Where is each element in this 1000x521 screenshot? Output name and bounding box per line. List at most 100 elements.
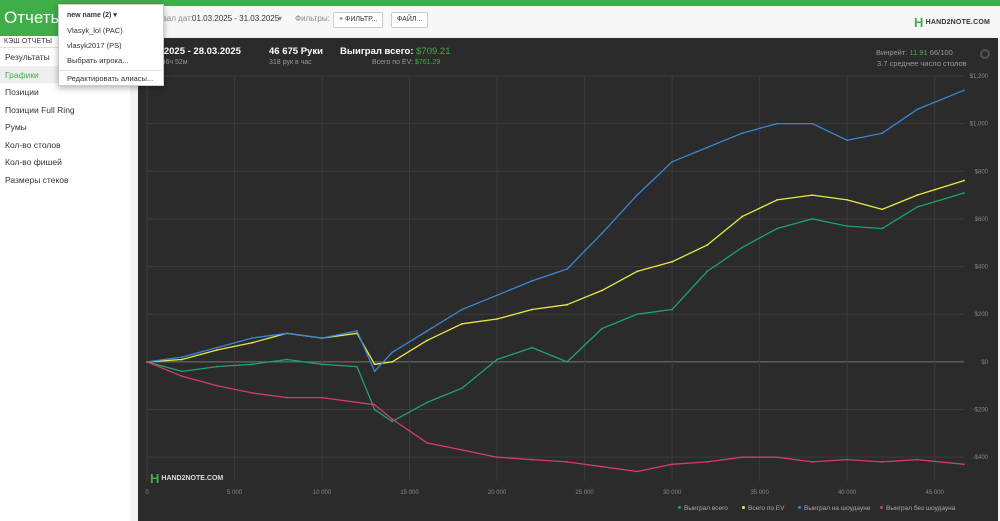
series-point: [811, 122, 814, 125]
series-point: [963, 179, 965, 182]
y-tick-label: $0: [981, 360, 988, 366]
x-tick-label: 0: [145, 490, 149, 496]
series-point: [426, 339, 428, 342]
series-point: [881, 227, 884, 230]
legend-item-won-total[interactable]: Выиграл всего: [678, 505, 728, 512]
series-point: [321, 363, 323, 366]
sidebar-item-stack-sizes[interactable]: Размеры стеков: [5, 174, 69, 185]
y-tick-label: $800: [975, 169, 989, 175]
chevron-down-icon[interactable]: ▾: [278, 14, 283, 23]
series-point: [601, 232, 604, 235]
x-tick-label: 10 000: [313, 490, 332, 496]
legend-dot: [798, 506, 801, 509]
dropdown-item-vlasyk-lol[interactable]: Vlasyk_lol (PAC): [67, 26, 123, 35]
series-point: [741, 456, 744, 459]
dropdown-divider: [59, 70, 163, 71]
series-point: [846, 458, 849, 461]
graph-panel: .03.2025 - 28.03.2025 ен 146ч 52м 46 675…: [138, 38, 998, 521]
series-point: [373, 403, 376, 406]
series-point: [776, 227, 779, 230]
series-point: [881, 461, 884, 463]
series-point: [741, 215, 744, 218]
x-tick-label: 5 000: [227, 490, 243, 496]
series-point: [461, 449, 463, 451]
y-tick-label: $1,000: [970, 122, 989, 128]
winrate-value: 11.91: [909, 48, 928, 57]
chart-watermark: H HAND2NOTE.COM: [150, 471, 224, 486]
series-point: [566, 303, 568, 306]
sidebar-item-positions-full-ring[interactable]: Позиции Full Ring: [5, 104, 75, 115]
file-button[interactable]: ФАЙЛ...: [391, 12, 429, 28]
series-point: [251, 391, 253, 394]
series-point: [776, 456, 779, 459]
series-point: [251, 341, 253, 344]
series-point: [373, 370, 376, 373]
ev-value: $761.29: [414, 59, 441, 66]
series-point: [601, 465, 604, 468]
series-point: [566, 360, 568, 363]
series-point: [321, 337, 323, 339]
dropdown-item-select-player[interactable]: Выбрать игрока...: [67, 56, 129, 65]
add-filter-button[interactable]: + ФИЛЬТР...: [333, 12, 384, 28]
y-tick-label: -$200: [973, 408, 989, 414]
series-point: [496, 456, 498, 459]
legend-dot: [880, 506, 883, 509]
legend-item-ev-total[interactable]: Всего по EV: [742, 505, 784, 512]
dropdown-item-edit-aliases[interactable]: Редактировать алиасы...: [67, 74, 154, 83]
sidebar-item-positions[interactable]: Позиции: [5, 87, 39, 97]
sidebar-item-tables[interactable]: Кол-во столов: [5, 139, 61, 150]
dropdown-item-vlasyk2017[interactable]: vlasyk2017 (PS): [67, 41, 122, 50]
won-value: $709.21: [416, 46, 451, 57]
series-point: [391, 360, 393, 363]
series-point: [566, 268, 568, 270]
series-point: [601, 289, 604, 292]
date-range-select[interactable]: 01.03.2025 - 31.03.2025: [192, 14, 280, 23]
series-point: [251, 337, 253, 339]
legend-item-won-no-showdown[interactable]: Выиграл без шоудауна: [880, 505, 955, 512]
series-point: [963, 89, 965, 92]
series-point: [741, 246, 744, 249]
y-tick-label: $400: [975, 265, 989, 271]
player-dropdown: new name (2) ▾ Vlasyk_lol (PAC) vlasyk20…: [58, 4, 164, 86]
series-point: [391, 351, 393, 354]
series-point: [706, 270, 709, 273]
series-point: [426, 441, 428, 444]
series-point: [776, 122, 779, 125]
sidebar-item-results[interactable]: Результаты: [5, 52, 50, 62]
dropdown-header[interactable]: new name (2) ▾: [67, 12, 117, 19]
series-point: [636, 313, 639, 316]
series-point: [846, 139, 849, 142]
logo: H HAND2NOTE.COM: [913, 15, 990, 30]
series-point: [776, 198, 779, 201]
series-point: [146, 360, 148, 363]
series-point: [356, 401, 358, 404]
series-point: [373, 408, 376, 411]
series-point: [916, 108, 919, 111]
filters-label: Фильтры:: [295, 14, 330, 23]
legend-dot: [742, 506, 745, 509]
series-point: [811, 194, 814, 197]
x-tick-label: 35 000: [750, 490, 769, 496]
legend-item-won-showdown[interactable]: Выиграл на шоудауне: [798, 505, 870, 512]
series-point: [566, 461, 568, 463]
sidebar-item-rooms[interactable]: Румы: [5, 122, 27, 132]
x-tick-label: 15 000: [400, 490, 419, 496]
watermark-h-icon: H: [150, 471, 160, 486]
series-point: [531, 458, 533, 461]
sidebar-item-chips[interactable]: Кол-во фишей: [5, 157, 62, 167]
series-point: [496, 294, 498, 297]
x-tick-label: 40 000: [838, 490, 857, 496]
series-point: [426, 330, 428, 332]
series-point: [636, 470, 639, 473]
stats-avg-tables: 3.7 среднее число столов: [877, 59, 967, 68]
series-point: [426, 401, 428, 404]
top-accent-bar: [0, 0, 1000, 6]
series-point: [216, 346, 218, 349]
series-point: [531, 279, 533, 282]
series-point: [251, 363, 253, 366]
series-point: [373, 363, 376, 366]
x-tick-label: 30 000: [663, 490, 682, 496]
series-point: [706, 146, 709, 149]
gear-icon[interactable]: [980, 49, 990, 59]
series-point: [391, 420, 393, 423]
